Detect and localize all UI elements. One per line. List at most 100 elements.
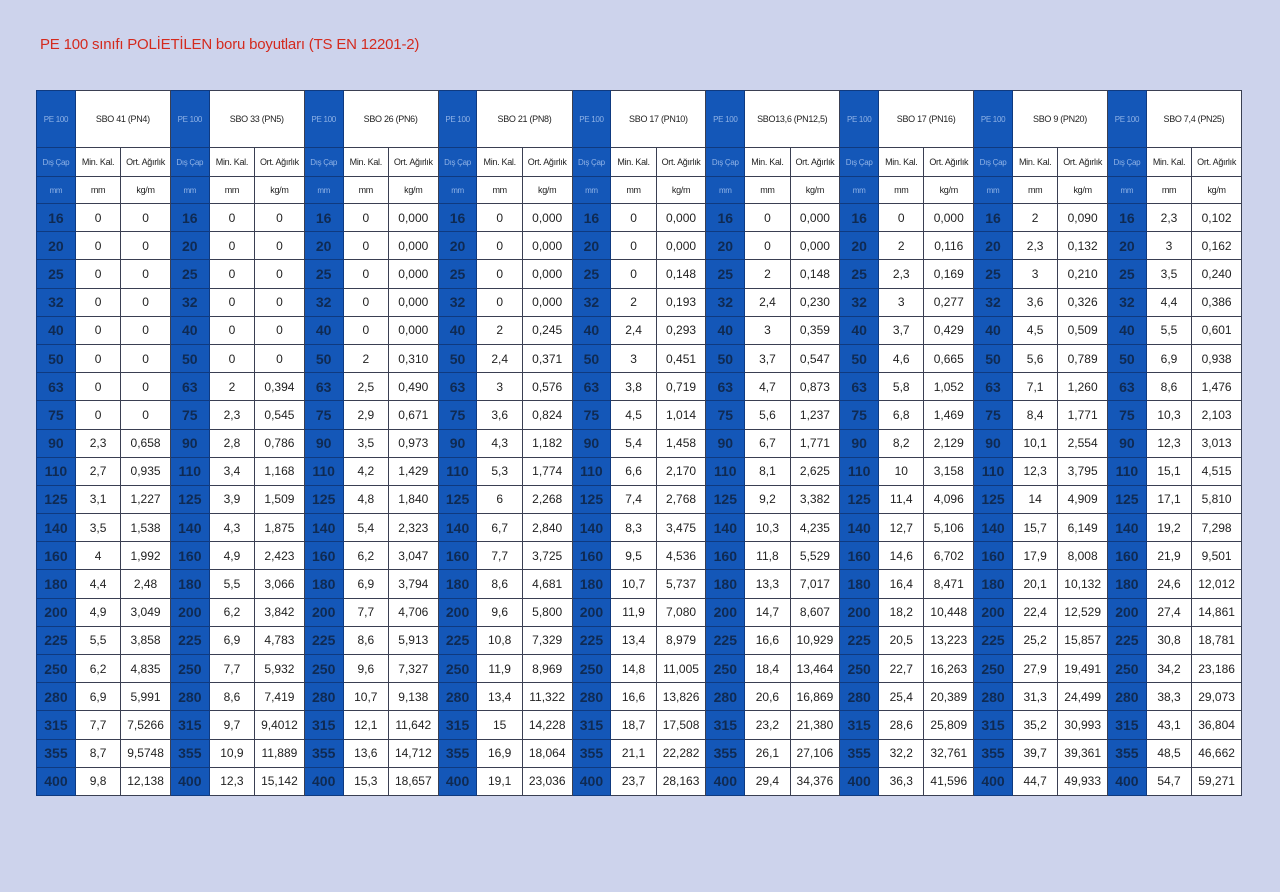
outer-diameter-cell: 16 bbox=[705, 202, 746, 233]
avg-weight-cell: 34,376 bbox=[789, 766, 841, 796]
outer-diameter-cell: 400 bbox=[705, 766, 746, 796]
avg-weight-cell: 0 bbox=[120, 231, 171, 261]
avg-weight-cell: 0,293 bbox=[655, 315, 707, 345]
min-thickness-cell: 3,4 bbox=[208, 456, 256, 486]
min-thickness-cell: 12,3 bbox=[208, 766, 256, 796]
outer-diameter-cell: 400 bbox=[303, 766, 344, 796]
avg-weight-cell: 3,158 bbox=[923, 456, 975, 486]
min-thickness-cell: 5,5 bbox=[1145, 315, 1193, 345]
outer-diameter-cell: 400 bbox=[571, 766, 612, 796]
min-thickness-cell: 7,1 bbox=[1011, 372, 1059, 402]
min-thickness-cell: 5,6 bbox=[1011, 343, 1059, 374]
outer-diameter-cell: 180 bbox=[303, 569, 344, 599]
avg-weight-cell: 13,223 bbox=[923, 625, 975, 656]
min-thickness-cell: 5,4 bbox=[342, 513, 389, 543]
outer-diameter-cell: 63 bbox=[36, 372, 76, 402]
outer-diameter-cell: 160 bbox=[169, 541, 210, 571]
table-row: 16 0 0 16 0 0 16 0 0,000 16 0 0,000 16 0 0,000 16 0 0,000… bbox=[36, 202, 1242, 233]
outer-diameter-cell: 225 bbox=[705, 625, 746, 656]
avg-weight-cell: 1,509 bbox=[254, 484, 305, 515]
min-thickness-cell: 15,7 bbox=[1011, 513, 1059, 543]
avg-weight-cell: 0 bbox=[120, 400, 171, 430]
unit-thickness: mm bbox=[342, 176, 389, 204]
table-row: 400 9,8 12,138 400 12,3 15,142 400 15,3 18,657 40… bbox=[36, 766, 1242, 796]
outer-diameter-cell: 75 bbox=[1106, 400, 1147, 430]
avg-weight-cell: 8,969 bbox=[521, 653, 573, 684]
min-thickness-cell: 5,6 bbox=[744, 400, 791, 430]
outer-diameter-cell: 16 bbox=[571, 202, 612, 233]
table-row: 125 3,1 1,227 125 3,9 1,509 125 4,8 1,840 125 6 2,2… bbox=[36, 484, 1242, 515]
avg-weight-cell: 0,148 bbox=[655, 259, 707, 289]
outer-diameter-cell: 25 bbox=[36, 259, 76, 289]
dimensions-table: PE 100 SBO 41 (PN4) PE 100 SBO 33 (PN5) PE 1… bbox=[36, 90, 1243, 796]
outer-diameter-cell: 160 bbox=[1106, 541, 1147, 571]
outer-diameter-cell: 315 bbox=[839, 710, 880, 740]
avg-weight-cell: 2,768 bbox=[655, 484, 707, 515]
min-thickness-cell: 9,7 bbox=[208, 710, 256, 740]
avg-weight-cell: 0,509 bbox=[1057, 315, 1108, 345]
unit-thickness: mm bbox=[744, 176, 791, 204]
min-thickness-cell: 3 bbox=[878, 287, 925, 317]
min-thickness-cell: 0 bbox=[476, 259, 523, 289]
outer-diameter-cell: 25 bbox=[839, 259, 880, 289]
min-thickness-cell: 0 bbox=[74, 202, 122, 233]
min-thickness-cell: 30,8 bbox=[1145, 625, 1193, 656]
unit-thickness: mm bbox=[1145, 176, 1193, 204]
avg-weight-cell: 0,719 bbox=[655, 372, 707, 402]
outer-diameter-cell: 315 bbox=[437, 710, 478, 740]
outer-diameter-cell: 110 bbox=[303, 456, 344, 486]
min-thickness-cell: 6,2 bbox=[208, 597, 256, 627]
outer-diameter-cell: 16 bbox=[36, 202, 76, 233]
outer-diameter-cell: 160 bbox=[839, 541, 880, 571]
unit-weight: kg/m bbox=[1057, 176, 1108, 204]
min-thickness-cell: 3 bbox=[744, 315, 791, 345]
outer-diameter-cell: 200 bbox=[571, 597, 612, 627]
outer-diameter-cell: 250 bbox=[1106, 653, 1147, 684]
outer-diameter-cell: 40 bbox=[705, 315, 746, 345]
avg-weight-cell: 1,237 bbox=[789, 400, 841, 430]
col-weight-label: Ort. Ağırlık bbox=[120, 147, 171, 177]
outer-diameter-cell: 50 bbox=[973, 343, 1013, 374]
min-thickness-cell: 7,4 bbox=[610, 484, 657, 515]
min-thickness-cell: 26,1 bbox=[744, 738, 791, 768]
outer-diameter-cell: 125 bbox=[303, 484, 344, 515]
avg-weight-cell: 5,810 bbox=[1191, 484, 1242, 515]
col-min-thickness-label: Min. Kal. bbox=[208, 147, 256, 177]
min-thickness-cell: 11,9 bbox=[610, 597, 657, 627]
col-outer-diameter-label: Dış Çap bbox=[437, 147, 478, 177]
avg-weight-cell: 0,102 bbox=[1191, 202, 1242, 233]
avg-weight-cell: 1,771 bbox=[789, 428, 841, 458]
outer-diameter-cell: 20 bbox=[169, 231, 210, 261]
min-thickness-cell: 6,2 bbox=[74, 653, 122, 684]
min-thickness-cell: 10,1 bbox=[1011, 428, 1059, 458]
avg-weight-cell: 0,386 bbox=[1191, 287, 1242, 317]
col-weight-label: Ort. Ağırlık bbox=[655, 147, 707, 177]
outer-diameter-cell: 140 bbox=[973, 513, 1013, 543]
unit-diameter: mm bbox=[839, 176, 880, 204]
avg-weight-cell: 1,840 bbox=[387, 484, 439, 515]
col-min-thickness-label: Min. Kal. bbox=[342, 147, 389, 177]
outer-diameter-cell: 75 bbox=[437, 400, 478, 430]
avg-weight-cell: 10,132 bbox=[1057, 569, 1108, 599]
col-weight-label: Ort. Ağırlık bbox=[923, 147, 975, 177]
avg-weight-cell: 8,979 bbox=[655, 625, 707, 656]
outer-diameter-cell: 50 bbox=[437, 343, 478, 374]
unit-weight: kg/m bbox=[387, 176, 439, 204]
avg-weight-cell: 7,5266 bbox=[120, 710, 171, 740]
unit-diameter: mm bbox=[169, 176, 210, 204]
avg-weight-cell: 0 bbox=[254, 287, 305, 317]
min-thickness-cell: 0 bbox=[610, 259, 657, 289]
outer-diameter-cell: 40 bbox=[169, 315, 210, 345]
outer-diameter-cell: 90 bbox=[1106, 428, 1147, 458]
outer-diameter-cell: 125 bbox=[839, 484, 880, 515]
avg-weight-cell: 27,106 bbox=[789, 738, 841, 768]
min-thickness-cell: 8,6 bbox=[208, 682, 256, 712]
outer-diameter-cell: 63 bbox=[705, 372, 746, 402]
avg-weight-cell: 0,658 bbox=[120, 428, 171, 458]
avg-weight-cell: 8,008 bbox=[1057, 541, 1108, 571]
col-weight-label: Ort. Ağırlık bbox=[521, 147, 573, 177]
outer-diameter-cell: 40 bbox=[571, 315, 612, 345]
outer-diameter-cell: 32 bbox=[169, 287, 210, 317]
min-thickness-cell: 14,8 bbox=[610, 653, 657, 684]
min-thickness-cell: 9,5 bbox=[610, 541, 657, 571]
